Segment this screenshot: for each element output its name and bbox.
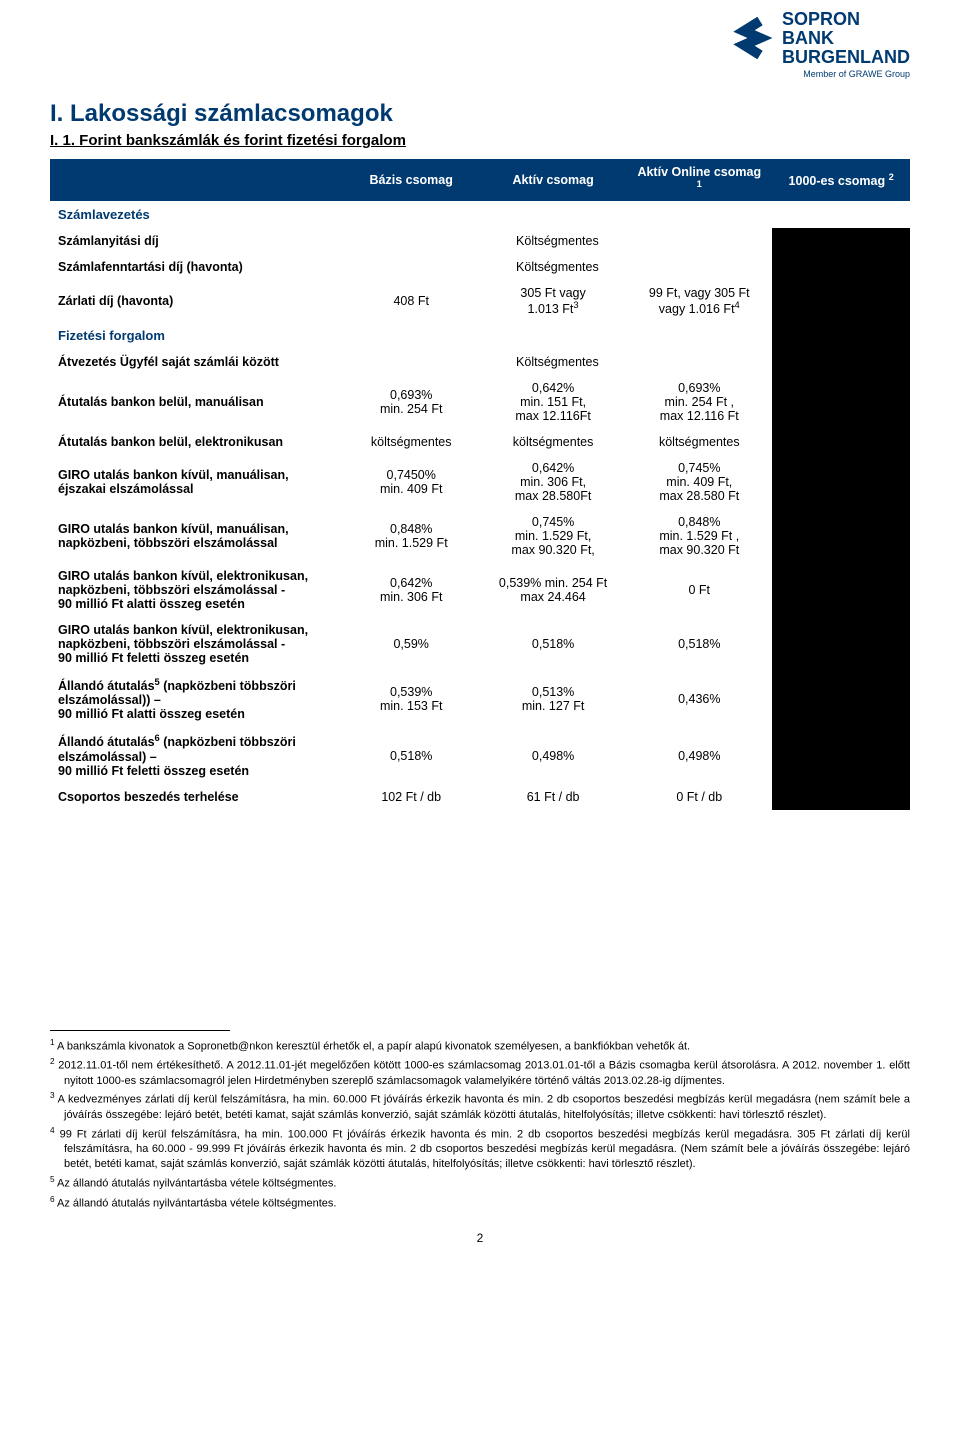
row-label: Számlanyitási díj xyxy=(50,228,342,254)
logo-text: SOPRON BANK BURGENLAND xyxy=(782,10,910,67)
fn-text: Az állandó átutalás nyilvántartásba véte… xyxy=(55,1197,337,1209)
logo-tagline: Member of GRAWE Group xyxy=(732,69,910,79)
section-szamlavezetes: Számlavezetés xyxy=(50,201,910,228)
cell-value: 0,693%min. 254 Ft ,max 12.116 Ft xyxy=(626,375,772,429)
row-label-pre: Állandó átutalás xyxy=(58,679,155,693)
section-label: Fizetési forgalom xyxy=(50,322,772,349)
footnote: 5 Az állandó átutalás nyilvántartásba vé… xyxy=(50,1174,910,1192)
row-label: Átvezetés Ügyfél saját számlái között xyxy=(50,349,342,375)
cell-value: 0 Ft / db xyxy=(626,784,772,810)
col3-sup: 1 xyxy=(697,179,702,189)
cell-value: 102 Ft / db xyxy=(342,784,480,810)
cell-value: 0,59% xyxy=(342,617,480,671)
footnote: 1 A bankszámla kivonatok a Sopronetb@nko… xyxy=(50,1037,910,1055)
cell-value: 0,539%min. 153 Ft xyxy=(342,671,480,727)
cell-value: Költségmentes xyxy=(342,254,772,280)
row-label: Átutalás bankon belül, elektronikusan xyxy=(50,429,342,455)
cell-value: 408 Ft xyxy=(342,280,480,322)
cell-value: 0,498% xyxy=(626,727,772,783)
fn-text: A bankszámla kivonatok a Sopronetb@nkon … xyxy=(55,1040,691,1052)
col-header-empty xyxy=(50,159,342,201)
blank-1000es-column xyxy=(772,228,910,809)
table-header-row: Bázis csomag Aktív csomag Aktív Online c… xyxy=(50,159,910,201)
cell-value: 0,518% xyxy=(480,617,626,671)
cell-line: 99 Ft, vagy 305 Ft xyxy=(649,286,750,300)
cell-value: 61 Ft / db xyxy=(480,784,626,810)
row-label-pre: Állandó átutalás xyxy=(58,736,155,750)
footnote: 3 A kedvezményes zárlati díj kerül felsz… xyxy=(50,1090,910,1122)
cell-value: 305 Ft vagy 1.013 Ft3 xyxy=(480,280,626,322)
fn-text: A kedvezményes zárlati díj kerül felszám… xyxy=(55,1094,910,1121)
cell-value: 0,693%min. 254 Ft xyxy=(342,375,480,429)
row-label: Átutalás bankon belül, manuálisan xyxy=(50,375,342,429)
footnote: 6 Az állandó átutalás nyilvántartásba vé… xyxy=(50,1194,910,1212)
footnotes: 1 A bankszámla kivonatok a Sopronetb@nko… xyxy=(50,1030,910,1211)
cell-value: Költségmentes xyxy=(342,228,772,254)
row-label: GIRO utalás bankon kívül, elektronikusan… xyxy=(50,617,342,671)
page-title: I. Lakossági számlacsomagok xyxy=(50,100,910,128)
footnote: 4 99 Ft zárlati díj kerül felszámításra,… xyxy=(50,1125,910,1172)
cell-value: 0,518% xyxy=(626,617,772,671)
logo-line2: BANK xyxy=(782,29,910,48)
row-label: GIRO utalás bankon kívül, elektronikusan… xyxy=(50,563,342,617)
section-label: Számlavezetés xyxy=(50,201,910,228)
row-label: GIRO utalás bankon kívül, manuálisan, éj… xyxy=(50,455,342,509)
col-header-bazis: Bázis csomag xyxy=(342,159,480,201)
cell-value: 0,518% xyxy=(342,727,480,783)
document-page: SOPRON BANK BURGENLAND Member of GRAWE G… xyxy=(0,0,960,1275)
cell-value: 0,745%min. 409 Ft,max 28.580 Ft xyxy=(626,455,772,509)
row-label: Állandó átutalás6 (napközbeni többszöri … xyxy=(50,727,342,783)
cell-line: vagy 1.016 Ft xyxy=(659,302,735,316)
row-label: GIRO utalás bankon kívül, manuálisan, na… xyxy=(50,509,342,563)
cell-value: 0,539% min. 254 Ftmax 24.464 xyxy=(480,563,626,617)
cell-value: 0,7450%min. 409 Ft xyxy=(342,455,480,509)
table-row: Számlanyitási díj Költségmentes xyxy=(50,228,910,254)
cell-value: 0,745%min. 1.529 Ft,max 90.320 Ft, xyxy=(480,509,626,563)
row-label: Csoportos beszedés terhelése xyxy=(50,784,342,810)
col-header-aktiv: Aktív csomag xyxy=(480,159,626,201)
cell-sup: 4 xyxy=(735,300,740,310)
cell-value: 0,498% xyxy=(480,727,626,783)
cell-value: költségmentes xyxy=(626,429,772,455)
cell-line: 1.013 Ft xyxy=(528,302,574,316)
row-label: Számlafenntartási díj (havonta) xyxy=(50,254,342,280)
cell-line: 305 Ft vagy xyxy=(520,286,585,300)
cell-value: 0,436% xyxy=(626,671,772,727)
cell-value: költségmentes xyxy=(480,429,626,455)
fn-text: Az állandó átutalás nyilvántartásba véte… xyxy=(55,1178,337,1190)
col3-text: Aktív Online csomag xyxy=(637,165,761,179)
cell-value: 0,642%min. 306 Ft xyxy=(342,563,480,617)
cell-value: 0,513%min. 127 Ft xyxy=(480,671,626,727)
pricing-table: Bázis csomag Aktív csomag Aktív Online c… xyxy=(50,159,910,810)
logo-mark-icon xyxy=(732,17,774,59)
col-header-1000es: 1000-es csomag 2 xyxy=(772,159,910,201)
cell-value: Költségmentes xyxy=(342,349,772,375)
page-subtitle: I. 1. Forint bankszámlák és forint fizet… xyxy=(50,132,910,149)
col-header-aktiv-online: Aktív Online csomag 1 xyxy=(626,159,772,201)
cell-value: 0,848%min. 1.529 Ft xyxy=(342,509,480,563)
cell-value: 0,642%min. 151 Ft,max 12.116Ft xyxy=(480,375,626,429)
page-number: 2 xyxy=(50,1231,910,1245)
cell-sup: 3 xyxy=(573,300,578,310)
col4-sup: 2 xyxy=(889,172,894,182)
cell-value: 99 Ft, vagy 305 Ft vagy 1.016 Ft4 xyxy=(626,280,772,322)
fn-text: 2012.11.01-től nem értékesíthető. A 2012… xyxy=(55,1060,910,1087)
cell-value: 0 Ft xyxy=(626,563,772,617)
cell-value: 0,848%min. 1.529 Ft ,max 90.320 Ft xyxy=(626,509,772,563)
row-label: Zárlati díj (havonta) xyxy=(50,280,342,322)
bank-logo: SOPRON BANK BURGENLAND Member of GRAWE G… xyxy=(732,10,910,79)
cell-value: 0,642%min. 306 Ft,max 28.580Ft xyxy=(480,455,626,509)
logo-line3: BURGENLAND xyxy=(782,48,910,67)
logo-line1: SOPRON xyxy=(782,10,910,29)
row-label: Állandó átutalás5 (napközbeni többszöri … xyxy=(50,671,342,727)
footnote: 2 2012.11.01-től nem értékesíthető. A 20… xyxy=(50,1056,910,1088)
fn-text: 99 Ft zárlati díj kerül felszámításra, h… xyxy=(55,1128,910,1170)
cell-value: költségmentes xyxy=(342,429,480,455)
col4-text: 1000-es csomag xyxy=(789,174,889,188)
